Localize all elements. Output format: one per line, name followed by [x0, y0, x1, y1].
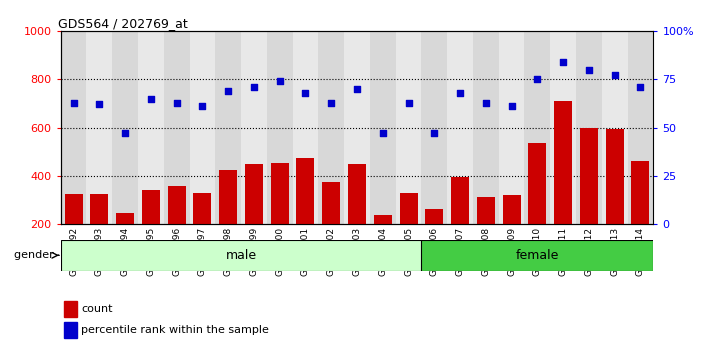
Bar [296, 158, 314, 224]
Point [583, 67, 595, 72]
Bar [61, 240, 421, 271]
Bar [64, 322, 76, 338]
Bar [473, 31, 498, 224]
Bar [370, 31, 396, 224]
Point [428, 131, 440, 136]
Point [248, 84, 260, 90]
Bar [245, 164, 263, 224]
Bar [503, 195, 521, 224]
Point [480, 100, 491, 105]
Point [145, 96, 156, 101]
Bar [116, 213, 134, 224]
Bar [271, 163, 288, 224]
Bar [605, 129, 623, 224]
Bar [138, 31, 164, 224]
Text: count: count [81, 304, 113, 314]
Bar [344, 31, 370, 224]
Bar [241, 31, 267, 224]
Point [171, 100, 182, 105]
Point [609, 73, 620, 78]
Bar [318, 31, 344, 224]
Bar [396, 31, 421, 224]
Bar [61, 31, 86, 224]
Bar [421, 240, 653, 271]
Point [300, 90, 311, 96]
Text: percentile rank within the sample: percentile rank within the sample [81, 325, 269, 335]
Bar [168, 186, 186, 224]
Bar [631, 161, 650, 224]
Point [223, 88, 234, 94]
Bar [267, 31, 293, 224]
Bar [219, 170, 237, 224]
Bar [164, 31, 189, 224]
Bar [216, 31, 241, 224]
Bar [554, 101, 572, 224]
Point [94, 102, 105, 107]
Text: male: male [226, 249, 256, 262]
Bar [477, 197, 495, 224]
Bar [348, 164, 366, 224]
Point [68, 100, 79, 105]
Point [377, 131, 388, 136]
Bar [322, 182, 341, 224]
Bar [64, 301, 76, 317]
Bar [400, 193, 418, 224]
Point [635, 84, 646, 90]
Point [196, 104, 208, 109]
Bar [550, 31, 576, 224]
Bar [576, 31, 602, 224]
Text: gender: gender [14, 250, 58, 260]
Bar [447, 31, 473, 224]
Bar [525, 31, 550, 224]
Point [119, 131, 131, 136]
Point [403, 100, 414, 105]
Bar [451, 177, 469, 224]
Bar [142, 190, 160, 224]
Bar [193, 193, 211, 224]
Bar [86, 31, 112, 224]
Text: female: female [516, 249, 559, 262]
Point [532, 77, 543, 82]
Bar [528, 144, 546, 224]
Bar [90, 194, 109, 224]
Point [326, 100, 337, 105]
Point [274, 79, 286, 84]
Bar [602, 31, 628, 224]
Bar [628, 31, 653, 224]
Point [351, 86, 363, 92]
Bar [64, 194, 83, 224]
Point [558, 59, 569, 65]
Bar [498, 31, 525, 224]
Bar [580, 128, 598, 224]
Bar [112, 31, 138, 224]
Point [454, 90, 466, 96]
Bar [293, 31, 318, 224]
Bar [426, 209, 443, 224]
Bar [189, 31, 216, 224]
Point [506, 104, 518, 109]
Bar [421, 31, 447, 224]
Bar [373, 215, 392, 224]
Text: GDS564 / 202769_at: GDS564 / 202769_at [58, 17, 188, 30]
